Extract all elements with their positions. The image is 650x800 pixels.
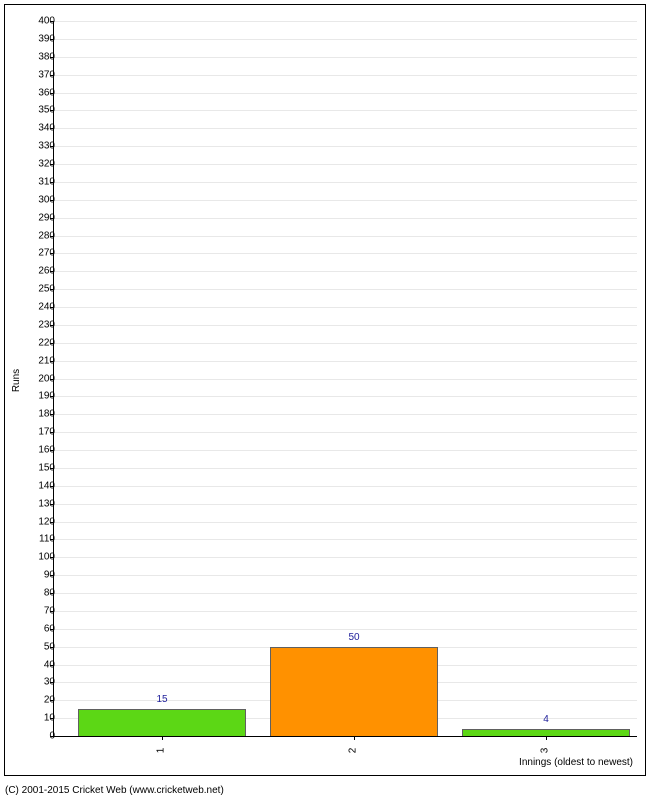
gridline	[54, 289, 637, 290]
y-tick-label: 280	[15, 230, 55, 241]
y-tick-label: 230	[15, 319, 55, 330]
bar	[462, 729, 630, 736]
y-tick-label: 350	[15, 105, 55, 116]
y-tick-label: 240	[15, 302, 55, 313]
y-tick-label: 360	[15, 87, 55, 98]
chart-frame: 15504 Runs Innings (oldest to newest) 01…	[4, 4, 646, 776]
y-tick-label: 300	[15, 194, 55, 205]
gridline	[54, 396, 637, 397]
y-tick-label: 390	[15, 33, 55, 44]
copyright-text: (C) 2001-2015 Cricket Web (www.cricketwe…	[5, 785, 224, 796]
y-tick-label: 290	[15, 212, 55, 223]
y-tick-label: 140	[15, 480, 55, 491]
y-tick-label: 100	[15, 552, 55, 563]
y-tick-label: 40	[15, 659, 55, 670]
y-tick-label: 10	[15, 713, 55, 724]
gridline	[54, 110, 637, 111]
gridline	[54, 504, 637, 505]
y-tick-label: 340	[15, 123, 55, 134]
y-tick-label: 370	[15, 69, 55, 80]
y-tick-label: 160	[15, 445, 55, 456]
x-tick-mark	[162, 736, 163, 740]
gridline	[54, 325, 637, 326]
y-tick-label: 130	[15, 498, 55, 509]
gridline	[54, 486, 637, 487]
gridline	[54, 182, 637, 183]
gridline	[54, 57, 637, 58]
y-tick-label: 60	[15, 623, 55, 634]
gridline	[54, 522, 637, 523]
gridline	[54, 253, 637, 254]
gridline	[54, 164, 637, 165]
y-tick-label: 220	[15, 337, 55, 348]
gridline	[54, 611, 637, 612]
y-tick-label: 30	[15, 677, 55, 688]
gridline	[54, 200, 637, 201]
y-tick-label: 270	[15, 248, 55, 259]
gridline	[54, 450, 637, 451]
gridline	[54, 575, 637, 576]
y-tick-label: 20	[15, 695, 55, 706]
gridline	[54, 271, 637, 272]
y-tick-label: 260	[15, 266, 55, 277]
gridline	[54, 593, 637, 594]
gridline	[54, 361, 637, 362]
gridline	[54, 128, 637, 129]
bar-value-label: 4	[543, 714, 549, 725]
y-tick-label: 150	[15, 462, 55, 473]
chart-container: 15504 Runs Innings (oldest to newest) 01…	[0, 0, 650, 800]
gridline	[54, 629, 637, 630]
y-tick-label: 50	[15, 641, 55, 652]
gridline	[54, 21, 637, 22]
x-tick-mark	[546, 736, 547, 740]
gridline	[54, 218, 637, 219]
y-tick-label: 250	[15, 284, 55, 295]
x-tick-label: 3	[540, 741, 551, 761]
gridline	[54, 93, 637, 94]
gridline	[54, 343, 637, 344]
bar-value-label: 50	[348, 632, 359, 643]
x-tick-mark	[354, 736, 355, 740]
gridline	[54, 557, 637, 558]
bar-value-label: 15	[156, 694, 167, 705]
gridline	[54, 379, 637, 380]
y-tick-label: 320	[15, 159, 55, 170]
y-tick-label: 380	[15, 51, 55, 62]
y-tick-label: 80	[15, 588, 55, 599]
y-tick-label: 170	[15, 427, 55, 438]
y-tick-label: 200	[15, 373, 55, 384]
x-tick-label: 2	[348, 741, 359, 761]
gridline	[54, 307, 637, 308]
y-tick-label: 70	[15, 605, 55, 616]
x-axis-title: Innings (oldest to newest)	[519, 757, 633, 768]
plot-area: 15 50 4	[53, 21, 637, 737]
gridline	[54, 75, 637, 76]
y-tick-label: 310	[15, 176, 55, 187]
y-tick-label: 110	[15, 534, 55, 545]
y-tick-label: 0	[15, 731, 55, 742]
gridline	[54, 468, 637, 469]
y-tick-label: 180	[15, 409, 55, 420]
gridline	[54, 39, 637, 40]
bar	[78, 709, 246, 736]
y-tick-label: 400	[15, 16, 55, 27]
gridline	[54, 414, 637, 415]
gridline	[54, 236, 637, 237]
y-tick-label: 330	[15, 141, 55, 152]
x-tick-label: 1	[156, 741, 167, 761]
gridline	[54, 432, 637, 433]
y-tick-label: 120	[15, 516, 55, 527]
y-tick-label: 210	[15, 355, 55, 366]
gridline	[54, 539, 637, 540]
y-tick-label: 190	[15, 391, 55, 402]
bar	[270, 647, 438, 736]
gridline	[54, 146, 637, 147]
y-tick-label: 90	[15, 570, 55, 581]
